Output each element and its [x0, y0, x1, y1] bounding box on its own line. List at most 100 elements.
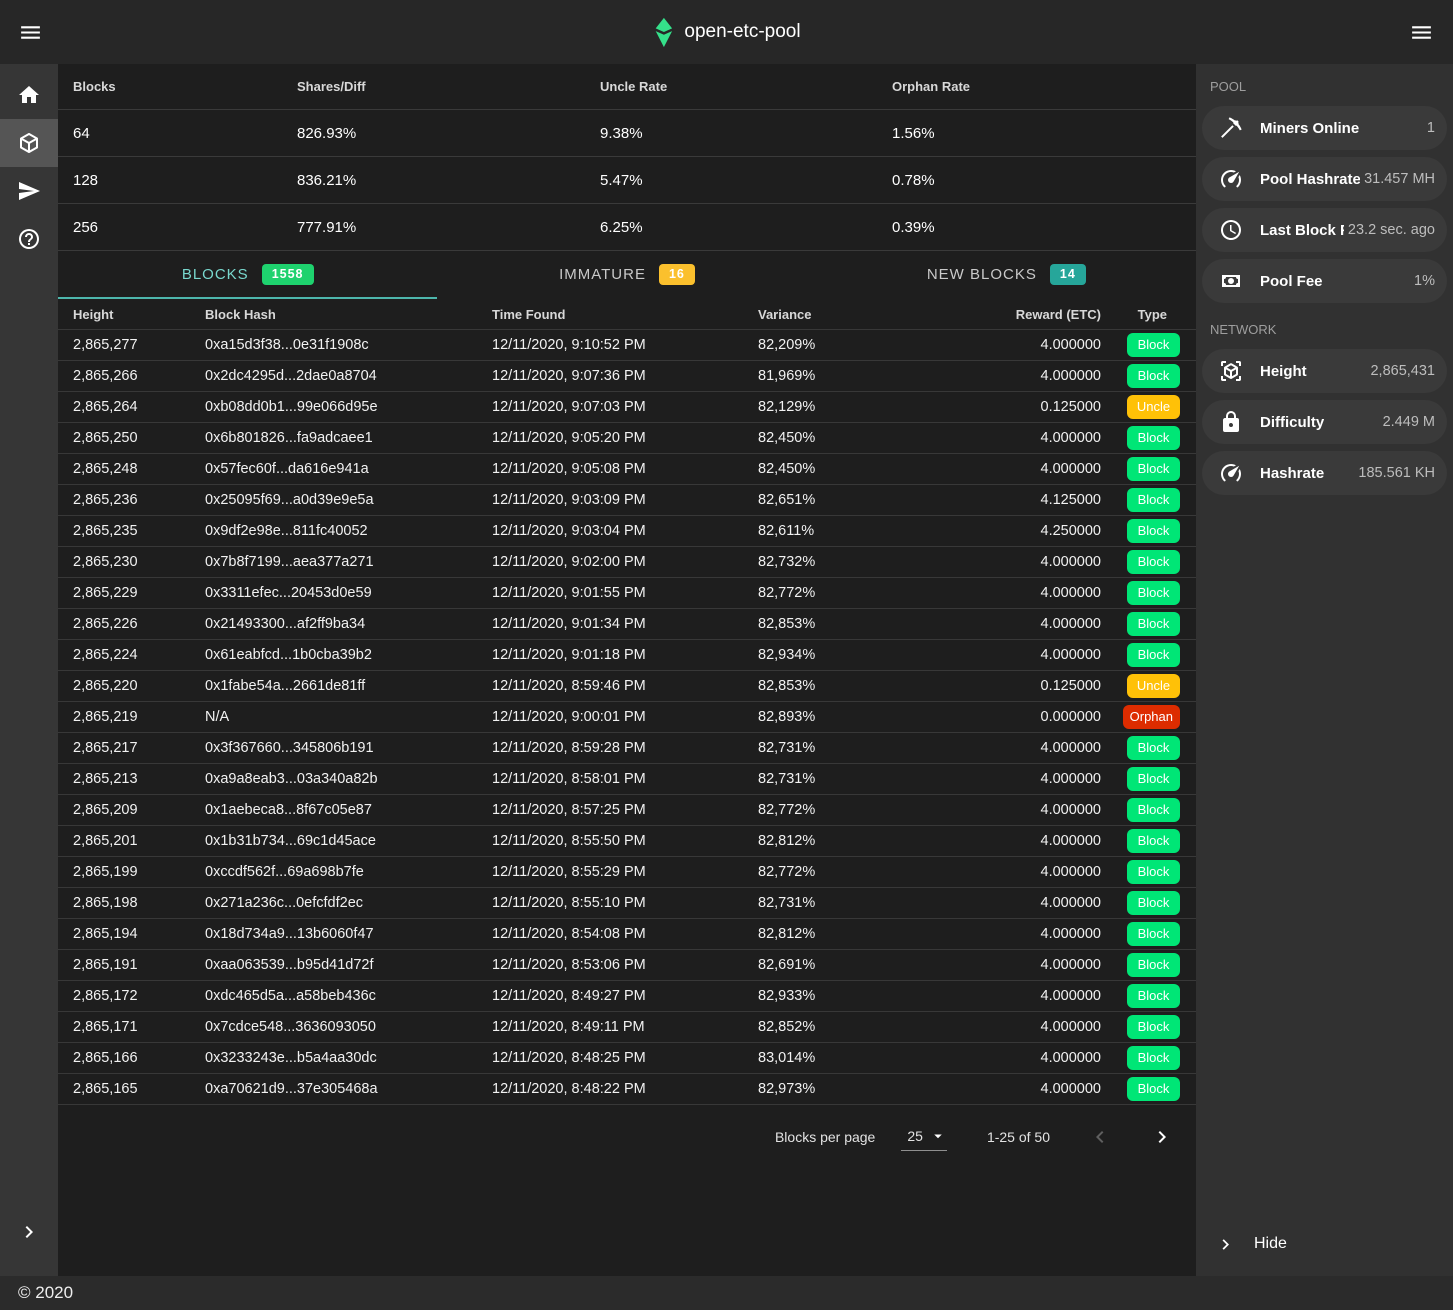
table-row: 2,865,226 0x21493300...af2ff9ba34 12/11/… — [58, 609, 1196, 640]
cell-height: 2,865,264 — [73, 399, 138, 415]
stat-label: Hashrate — [1260, 464, 1325, 482]
cell-time-found: 12/11/2020, 8:58:01 PM — [492, 771, 646, 787]
cell-type: Block — [1101, 550, 1180, 574]
col-height: Height — [73, 306, 114, 322]
cell-type: Orphan — [1101, 705, 1180, 729]
sidebar-item-help[interactable] — [0, 215, 58, 263]
cell-reward: 0.125000 — [1040, 678, 1101, 694]
stat-label: Pool Fee — [1260, 272, 1323, 290]
expand-rail-button[interactable] — [0, 1208, 58, 1256]
cell-block-hash: 0xccdf562f...69a698b7fe — [205, 864, 364, 880]
cell-type: Block — [1101, 643, 1180, 667]
stat-label: Pool Hashrate — [1260, 170, 1361, 188]
stat-value: 31.457 MH — [1364, 171, 1435, 187]
next-page-button[interactable] — [1150, 1125, 1174, 1149]
previous-page-button[interactable] — [1088, 1125, 1112, 1149]
pool-section-title: POOL — [1210, 79, 1247, 94]
cell-variance: 82,129% — [758, 399, 816, 415]
chevron-right-icon — [1196, 1234, 1254, 1255]
cell-time-found: 12/11/2020, 8:59:46 PM — [492, 678, 646, 694]
per-page-select[interactable]: 25 — [901, 1124, 947, 1151]
cell-variance: 82,450% — [758, 430, 816, 446]
stat-network-difficulty: Difficulty 2.449 M — [1202, 400, 1447, 444]
page-range-label: 1-25 of 50 — [986, 1129, 1050, 1145]
cell-height: 2,865,172 — [73, 988, 138, 1004]
cell-height: 2,865,236 — [73, 492, 138, 508]
stat-label: Last Block Fo… — [1260, 221, 1344, 239]
sidebar-item-home[interactable] — [0, 71, 58, 119]
sidebar-item-payments[interactable] — [0, 167, 58, 215]
luck-shares-diff-value: 836.21% — [297, 171, 357, 189]
tab-new-blocks[interactable]: NEW BLOCKS 14 — [817, 251, 1196, 299]
app-title: open-etc-pool — [684, 21, 801, 42]
cell-block-hash: 0x57fec60f...da616e941a — [205, 461, 369, 477]
cell-type: Block — [1101, 612, 1180, 636]
cell-block-hash: 0x7cdce548...3636093050 — [205, 1019, 376, 1035]
cell-block-hash: N/A — [205, 709, 230, 725]
type-badge: Block — [1127, 457, 1180, 481]
table-row: 2,865,248 0x57fec60f...da616e941a 12/11/… — [58, 454, 1196, 485]
table-row: 2,865,236 0x25095f69...a0d39e9e5a 12/11/… — [58, 485, 1196, 516]
tab-blocks[interactable]: BLOCKS 1558 — [58, 251, 438, 299]
col-time-found: Time Found — [492, 306, 566, 322]
type-badge: Block — [1127, 612, 1180, 636]
table-row: 2,865,230 0x7b8f7199...aea377a271 12/11/… — [58, 547, 1196, 578]
luck-table-header: Blocks Shares/Diff Uncle Rate Orphan Rat… — [58, 64, 1196, 110]
sidebar-item-blocks[interactable] — [0, 119, 58, 167]
stat-value: 2.449 M — [1382, 414, 1435, 430]
footer: © 2020 — [0, 1276, 1453, 1310]
menu-icon[interactable] — [8, 10, 52, 54]
cell-variance: 82,812% — [758, 926, 816, 942]
overflow-menu-icon[interactable] — [1399, 10, 1443, 54]
cell-time-found: 12/11/2020, 8:49:11 PM — [492, 1019, 645, 1035]
cell-variance: 82,772% — [758, 864, 816, 880]
cell-variance: 82,731% — [758, 740, 816, 756]
cell-time-found: 12/11/2020, 9:03:04 PM — [492, 523, 646, 539]
table-row: 2,865,171 0x7cdce548...3636093050 12/11/… — [58, 1012, 1196, 1043]
luck-table-row: 256 777.91% 6.25% 0.39% — [58, 204, 1196, 251]
cell-height: 2,865,217 — [73, 740, 138, 756]
luck-col-blocks: Blocks — [73, 79, 116, 94]
table-row: 2,865,191 0xaa063539...b95d41d72f 12/11/… — [58, 950, 1196, 981]
cell-height: 2,865,209 — [73, 802, 138, 818]
luck-uncle-rate-value: 5.47% — [600, 171, 643, 189]
cell-time-found: 12/11/2020, 9:01:18 PM — [492, 647, 646, 663]
etc-logo-icon — [652, 17, 674, 48]
type-badge: Block — [1127, 953, 1180, 977]
cell-variance: 82,691% — [758, 957, 816, 973]
cell-type: Uncle — [1101, 395, 1180, 419]
cell-block-hash: 0x18d734a9...13b6060f47 — [205, 926, 374, 942]
help-circle-icon — [17, 227, 41, 251]
type-badge: Block — [1127, 922, 1180, 946]
hide-sidebar-button[interactable]: Hide — [1196, 1212, 1453, 1276]
cell-reward: 0.000000 — [1040, 709, 1101, 725]
cell-reward: 4.250000 — [1040, 523, 1101, 539]
cell-block-hash: 0x3f367660...345806b191 — [205, 740, 374, 756]
cell-reward: 4.000000 — [1040, 740, 1101, 756]
cell-time-found: 12/11/2020, 8:59:28 PM — [492, 740, 646, 756]
stat-pool-hashrate: Pool Hashrate 31.457 MH — [1202, 157, 1447, 201]
table-row: 2,865,217 0x3f367660...345806b191 12/11/… — [58, 733, 1196, 764]
cell-reward: 4.000000 — [1040, 461, 1101, 477]
type-badge: Block — [1127, 426, 1180, 450]
cell-reward: 4.000000 — [1040, 554, 1101, 570]
cell-time-found: 12/11/2020, 8:48:22 PM — [492, 1081, 646, 1097]
stat-value: 1% — [1414, 273, 1435, 289]
cell-block-hash: 0xaa063539...b95d41d72f — [205, 957, 374, 973]
cell-variance: 82,933% — [758, 988, 816, 1004]
home-icon — [17, 83, 41, 107]
type-badge: Block — [1127, 488, 1180, 512]
cell-block-hash: 0xa70621d9...37e305468a — [205, 1081, 378, 1097]
cube-icon — [17, 131, 41, 155]
cell-height: 2,865,166 — [73, 1050, 138, 1066]
tab-immature[interactable]: IMMATURE 16 — [437, 251, 816, 299]
cell-block-hash: 0xa15d3f38...0e31f1908c — [205, 337, 369, 353]
luck-orphan-rate-value: 1.56% — [892, 124, 935, 142]
stat-network-hashrate: Hashrate 185.561 KH — [1202, 451, 1447, 495]
table-row: 2,865,264 0xb08dd0b1...99e066d95e 12/11/… — [58, 392, 1196, 423]
cell-block-hash: 0x6b801826...fa9adcaee1 — [205, 430, 373, 446]
per-page-label: Blocks per page — [774, 1129, 876, 1145]
cell-reward: 4.000000 — [1040, 1019, 1101, 1035]
pagination: Blocks per page 25 1-25 of 50 — [58, 1114, 1196, 1160]
cell-variance: 82,731% — [758, 895, 816, 911]
